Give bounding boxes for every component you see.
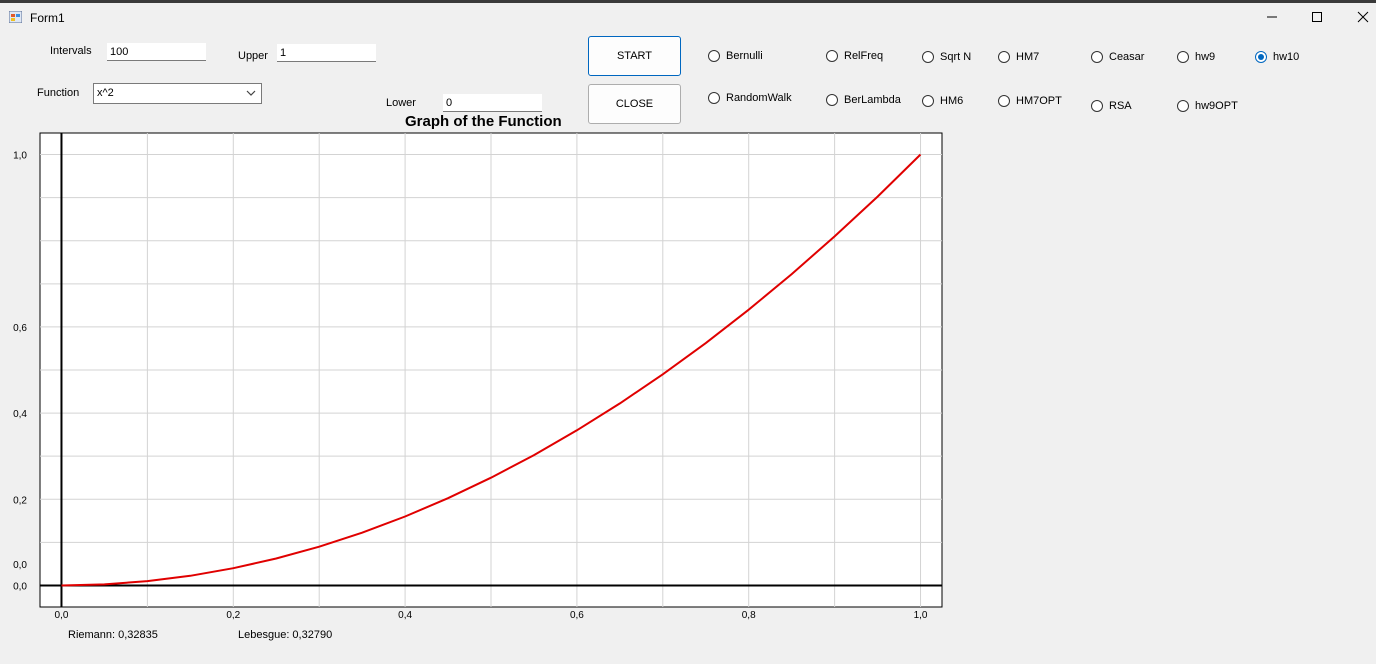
- radio-randomwalk[interactable]: RandomWalk: [708, 92, 792, 104]
- y-tick-label: 0,2: [13, 495, 27, 506]
- lower-input[interactable]: [443, 94, 542, 112]
- radio-label: HM6: [940, 95, 964, 107]
- radio-berlambda[interactable]: BerLambda: [826, 94, 901, 106]
- radio-hm7opt[interactable]: HM7OPT: [998, 95, 1062, 107]
- start-button[interactable]: START: [588, 36, 681, 76]
- series-line: [61, 153, 922, 587]
- function-select-value: x^2: [97, 87, 114, 99]
- y-tick-label: 0,0: [13, 560, 27, 571]
- radio-relfreq[interactable]: RelFreq: [826, 50, 883, 62]
- upper-label: Upper: [238, 50, 268, 62]
- radio-indicator: [922, 95, 934, 107]
- radio-hw9opt[interactable]: hw9OPT: [1177, 100, 1238, 112]
- radio-label: hw9OPT: [1195, 100, 1238, 112]
- radio-label: BerLambda: [844, 94, 901, 106]
- radio-label: hw9: [1195, 51, 1216, 63]
- close-icon: [1357, 11, 1369, 23]
- function-select[interactable]: x^2: [93, 83, 262, 104]
- y-tick-label: 0,4: [13, 409, 27, 420]
- radio-label: HM7: [1016, 51, 1040, 63]
- lebesgue-result: Lebesgue: 0,32790: [238, 629, 333, 641]
- x-tick-label: 0,6: [570, 610, 584, 621]
- radio-label: RandomWalk: [726, 92, 792, 104]
- riemann-result: Riemann: 0,32835: [68, 629, 158, 641]
- radio-label: RelFreq: [844, 50, 884, 62]
- lower-label: Lower: [386, 97, 416, 109]
- radio-label: Ceasar: [1109, 51, 1145, 63]
- minimize-button[interactable]: [1262, 8, 1282, 26]
- chart-title: Graph of the Function: [405, 113, 562, 130]
- radio-indicator: [708, 50, 720, 62]
- minimize-icon: [1267, 16, 1277, 18]
- close-window-button[interactable]: [1353, 8, 1373, 26]
- radio-label: Bernulli: [726, 50, 763, 62]
- radio-hm6[interactable]: HM6: [922, 95, 963, 107]
- intervals-input[interactable]: [107, 43, 206, 61]
- radio-indicator: [826, 50, 838, 62]
- x-tick-label: 1,0: [914, 610, 928, 621]
- y-tick-label: 0,6: [13, 323, 27, 334]
- radio-indicator: [1177, 51, 1189, 63]
- x-tick-label: 0,8: [742, 610, 756, 621]
- radio-indicator: [998, 51, 1010, 63]
- maximize-icon: [1312, 12, 1322, 22]
- app-icon: [9, 11, 22, 23]
- upper-input[interactable]: [277, 44, 376, 62]
- x-tick-label: 0,2: [226, 610, 240, 621]
- radio-indicator: [708, 92, 720, 104]
- taskbar-strip: [0, 0, 1376, 3]
- y-tick-label: 0,0: [13, 581, 27, 592]
- radio-label: hw10: [1273, 51, 1300, 63]
- radio-sqrt-n[interactable]: Sqrt N: [922, 51, 971, 63]
- x-tick-label: 0,4: [398, 610, 412, 621]
- radio-label: RSA: [1109, 100, 1132, 112]
- chevron-down-icon: [246, 90, 256, 96]
- radio-label: Sqrt N: [940, 51, 972, 63]
- radio-indicator: [1177, 100, 1189, 112]
- y-tick-label: 1,0: [13, 151, 27, 162]
- radio-bernulli[interactable]: Bernulli: [708, 50, 763, 62]
- close-button[interactable]: CLOSE: [588, 84, 681, 124]
- radio-hw9[interactable]: hw9: [1177, 51, 1215, 63]
- radio-rsa[interactable]: RSA: [1091, 100, 1132, 112]
- radio-ceasar[interactable]: Ceasar: [1091, 51, 1144, 63]
- window-title: Form1: [30, 11, 65, 25]
- radio-hm7[interactable]: HM7: [998, 51, 1039, 63]
- radio-indicator: [998, 95, 1010, 107]
- radio-indicator: [826, 94, 838, 106]
- radio-hw10[interactable]: hw10: [1255, 51, 1299, 63]
- radio-indicator-selected: [1255, 51, 1267, 63]
- title-bar: [0, 0, 1376, 34]
- radio-indicator: [1091, 100, 1103, 112]
- function-label: Function: [37, 87, 80, 99]
- x-tick-label: 0,0: [55, 610, 69, 621]
- radio-label: HM7OPT: [1016, 95, 1062, 107]
- intervals-label: Intervals: [50, 45, 92, 57]
- maximize-button[interactable]: [1307, 8, 1327, 26]
- radio-indicator: [1091, 51, 1103, 63]
- radio-indicator: [922, 51, 934, 63]
